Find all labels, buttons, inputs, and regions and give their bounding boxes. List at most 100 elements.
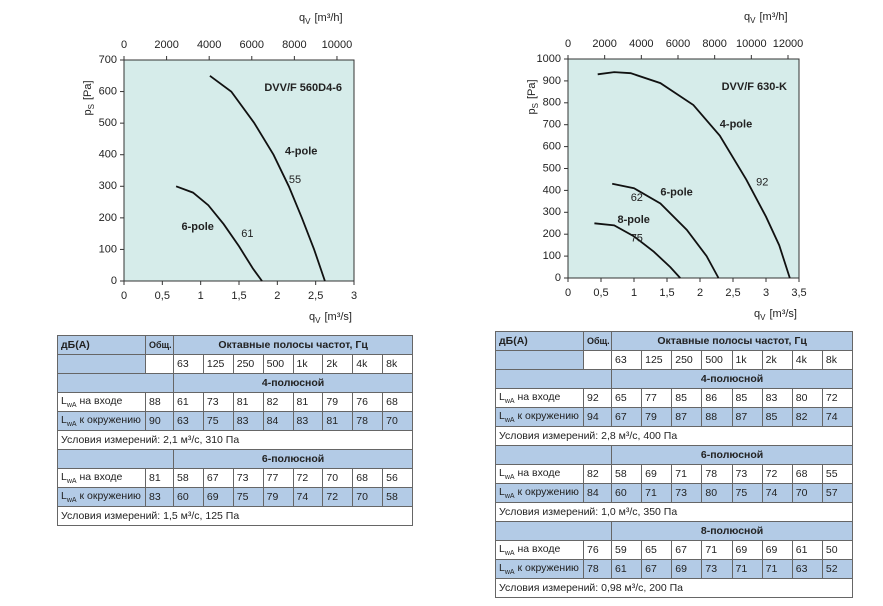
section-row: 4-полюсной: [495, 369, 854, 389]
row-text: к окружению: [517, 409, 579, 422]
value-cell: 88: [145, 392, 174, 412]
value-cell: 84: [262, 411, 294, 431]
value-cell: 81: [232, 392, 264, 412]
plot-area: [123, 59, 355, 282]
chart-title: DVV/F 630-K: [722, 81, 787, 93]
plot-area: [567, 58, 800, 279]
row-label: LwA к окружению: [495, 559, 584, 579]
value-cell: 79: [322, 392, 354, 412]
band-cell: 500: [701, 350, 733, 370]
value-cell: 70: [791, 483, 823, 503]
x-tick-label: 0: [565, 287, 571, 299]
value-cell: 80: [791, 388, 823, 408]
value-cell: 58: [382, 487, 414, 507]
x2-tick-label: 8000: [702, 38, 726, 50]
value-cell: 81: [292, 392, 324, 412]
data-row: LwA к окружению 78 61 67 69 73 71 71 63 52: [495, 559, 854, 579]
sound-table: дБ(А) Общ. Октавные полосы частот, Гц 63 125…: [56, 335, 414, 526]
header-row: дБ(А) Общ. Октавные полосы частот, Гц: [57, 335, 414, 355]
value-cell: 79: [262, 487, 294, 507]
section-row: 6-полюсной: [57, 449, 414, 469]
band-cell: 63: [610, 350, 643, 370]
section-title: 8-полюсной: [610, 521, 854, 541]
empty-cell: [583, 350, 612, 370]
fan-curve: [209, 75, 326, 282]
value-cell: 67: [671, 540, 703, 560]
axis-label: qV [m³/h]: [744, 11, 788, 25]
value-cell: 72: [821, 388, 854, 408]
x-tick-label: 0: [121, 290, 127, 302]
value-cell: 65: [641, 540, 673, 560]
row-symbol: L: [61, 413, 67, 426]
y-tick-label: 0: [111, 275, 117, 287]
value-cell: 74: [821, 407, 854, 427]
axis-subscript: V: [315, 316, 321, 325]
section-row: 4-полюсной: [57, 373, 414, 393]
section-row: 6-полюсной: [495, 445, 854, 465]
conditions: Условия измерений: 1,5 м³/с, 125 Па: [56, 506, 414, 526]
row-label: LwA на входе: [57, 392, 146, 412]
curve-label: 6-pole: [182, 221, 214, 233]
value-cell: 50: [821, 540, 854, 560]
y-tick-label: 0: [555, 272, 561, 284]
row-symbol: L: [499, 561, 505, 574]
value-cell: 77: [262, 468, 294, 488]
axis-symbol: q: [299, 12, 305, 24]
row-subscript: wA: [504, 493, 515, 501]
row-text: на входе: [79, 470, 123, 483]
axis-subscript: V: [760, 313, 766, 322]
y-tick-label: 1000: [537, 53, 561, 65]
conditions-row: Условия измерений: 2,8 м³/с, 400 Па: [494, 426, 854, 446]
fan-curve: [594, 222, 681, 279]
x2-tick-label: 10000: [736, 38, 767, 50]
value-cell: 87: [671, 407, 703, 427]
axis-subscript: S: [87, 104, 96, 109]
x2-tick-label: 8000: [282, 39, 306, 51]
row-text: на входе: [79, 394, 123, 407]
value-cell: 73: [671, 483, 703, 503]
value-cell: 56: [382, 468, 414, 488]
row-label: LwA на входе: [495, 388, 584, 408]
axis-symbol: p: [526, 108, 538, 114]
y-tick-label: 200: [99, 212, 117, 224]
fan-curve: [612, 182, 720, 279]
corner-cell: дБ(А): [495, 331, 584, 351]
axis-unit: [m³/h]: [759, 11, 787, 23]
value-cell: 72: [761, 464, 793, 484]
empty-cell: [495, 521, 612, 541]
empty-cell: [145, 354, 174, 374]
value-cell: 82: [583, 464, 612, 484]
x-tick-label: 1,5: [231, 290, 246, 302]
empty-cell: [495, 350, 584, 370]
y-tick-label: 400: [99, 149, 117, 161]
axis-label: pS [Pa]: [526, 79, 540, 114]
x2-tick-label: 2000: [154, 39, 178, 51]
y-tick-label: 900: [543, 75, 561, 87]
x-tick-label: 2,5: [308, 290, 323, 302]
axis-subscript: S: [531, 103, 540, 108]
row-symbol: L: [499, 485, 505, 498]
value-cell: 94: [583, 407, 612, 427]
point-label: 55: [289, 174, 301, 186]
curve-label: 4-pole: [720, 119, 752, 131]
value-cell: 83: [761, 388, 793, 408]
row-label: LwA к окружению: [57, 411, 146, 431]
axis-unit: [Pa]: [82, 80, 94, 100]
x2-tick-label: 4000: [629, 38, 653, 50]
value-cell: 57: [821, 483, 854, 503]
axis-symbol: q: [744, 11, 750, 23]
y-tick-label: 500: [543, 162, 561, 174]
row-subscript: wA: [66, 421, 77, 429]
empty-cell: [495, 369, 612, 389]
row-subscript: wA: [66, 402, 77, 410]
value-cell: 83: [232, 411, 264, 431]
row-subscript: wA: [504, 398, 515, 406]
value-cell: 59: [610, 540, 643, 560]
value-cell: 61: [791, 540, 823, 560]
data-row: LwA к окружению 84 60 71 73 80 75 74 70 57: [495, 483, 854, 503]
y-tick-label: 300: [543, 206, 561, 218]
x-tick-label: 0,5: [593, 287, 608, 299]
header-row: дБ(А) Общ. Октавные полосы частот, Гц: [495, 331, 854, 351]
value-cell: 76: [583, 540, 612, 560]
value-cell: 63: [791, 559, 823, 579]
